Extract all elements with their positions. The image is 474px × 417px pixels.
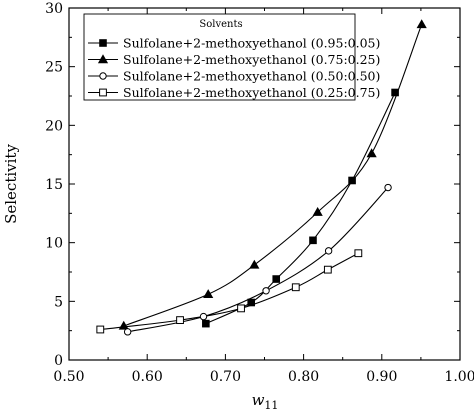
series-3-point xyxy=(384,183,392,192)
legend-marker xyxy=(99,39,107,47)
series-4-point xyxy=(96,325,105,334)
series-1-point xyxy=(272,275,281,283)
x-axis-label: w11 xyxy=(252,391,279,412)
x-axis-label-main: w xyxy=(252,391,265,409)
legend-label: Sulfolane+2-methoxyethanol (0.95:0.05) xyxy=(123,36,380,51)
series-1-line xyxy=(205,92,396,325)
series-4-point xyxy=(354,249,363,258)
y-tick-label: 5 xyxy=(54,294,63,310)
y-tick-label: 15 xyxy=(45,177,63,193)
series-2-point xyxy=(366,148,377,158)
x-tick-label: 0.80 xyxy=(288,369,319,385)
y-tick-label: 25 xyxy=(45,60,63,76)
series-4-point xyxy=(291,283,300,292)
series-4-point xyxy=(237,304,245,313)
series-1-point xyxy=(348,176,356,185)
legend-label: Sulfolane+2-methoxyethanol (0.75:0.25) xyxy=(123,52,380,67)
x-axis-ticks: 0.50 0.60 0.70 0.80 0.90 1.00 xyxy=(53,8,474,385)
series-3-point xyxy=(262,287,270,295)
y-tick-label: 0 xyxy=(54,353,63,369)
series-2-point xyxy=(312,206,323,216)
x-axis-label-subscript: 11 xyxy=(264,399,278,412)
legend-marker xyxy=(99,88,107,97)
series-3-point xyxy=(123,328,132,336)
series-4-point xyxy=(176,316,184,325)
y-tick-label: 20 xyxy=(45,118,63,134)
series-2-point xyxy=(416,19,427,29)
plot-frame xyxy=(68,7,461,361)
series-1-point xyxy=(309,236,317,245)
legend-title: Solvents xyxy=(199,19,242,30)
legend-label: Sulfolane+2-methoxyethanol (0.25:0.75) xyxy=(123,85,380,100)
series-4-line xyxy=(100,252,359,331)
series-3-point xyxy=(324,247,333,255)
series-4-point xyxy=(323,265,332,274)
series-1-point xyxy=(202,319,210,328)
series-2-point xyxy=(203,289,214,298)
legend-marker xyxy=(99,72,107,80)
y-axis-ticks: 0 5 10 15 20 25 30 xyxy=(45,1,460,369)
series-2-point xyxy=(118,320,129,330)
series-1-point xyxy=(391,88,399,97)
x-tick-label: 0.50 xyxy=(53,369,84,385)
series-3-point xyxy=(199,312,208,321)
series-2-line xyxy=(123,24,423,327)
legend-entries: Sulfolane+2-methoxyethanol (0.95:0.05)Su… xyxy=(88,36,380,100)
x-tick-label: 0.90 xyxy=(366,369,397,385)
legend-marker xyxy=(97,54,109,64)
x-tick-label: 0.70 xyxy=(210,369,241,385)
x-tick-label: 0.60 xyxy=(132,369,163,385)
y-tick-label: 10 xyxy=(45,236,63,252)
legend-label: Sulfolane+2-methoxyethanol (0.50:0.50) xyxy=(123,69,380,84)
y-axis-label: Selectivity xyxy=(2,144,20,224)
y-tick-label: 30 xyxy=(45,1,63,17)
legend: Solvents Sulfolane+2-methoxyethanol (0.9… xyxy=(83,13,380,101)
series-markers xyxy=(96,19,427,336)
legend-box xyxy=(83,13,356,101)
series-1-point xyxy=(247,298,256,307)
x-tick-label: 1.00 xyxy=(444,369,474,385)
series-2-point xyxy=(249,259,260,269)
